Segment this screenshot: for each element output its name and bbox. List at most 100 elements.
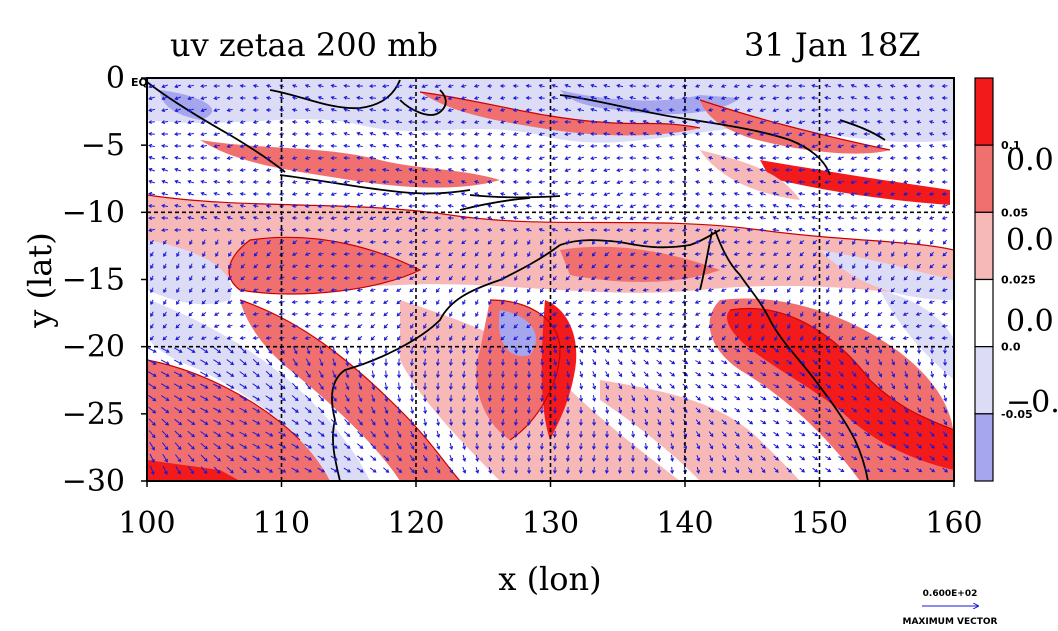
wind-vector: [435, 275, 441, 281]
wind-vector: [720, 84, 727, 88]
wind-vector: [837, 132, 844, 137]
wind-vector: [462, 442, 467, 450]
wind-vector: [291, 84, 298, 88]
wind-vector: [163, 275, 167, 282]
y-tick-label: −5: [81, 128, 125, 163]
wind-vector: [371, 346, 375, 355]
wind-vector: [578, 276, 584, 281]
wind-vector: [721, 312, 727, 317]
wind-vector: [488, 287, 492, 294]
wind-vector: [616, 336, 623, 340]
wind-vector: [642, 180, 649, 185]
wind-vector: [707, 276, 714, 280]
wind-vector: [655, 156, 662, 160]
wind-vector: [499, 108, 506, 112]
wind-vector: [930, 407, 935, 414]
wind-vector: [448, 263, 454, 269]
wind-vector: [916, 276, 922, 281]
wind-vector: [475, 323, 479, 330]
wind-vector: [539, 394, 544, 402]
wind-vector: [772, 132, 779, 137]
wind-vector: [656, 347, 663, 353]
wind-vector: [227, 288, 233, 293]
wind-vector: [629, 131, 636, 136]
wind-vector: [291, 300, 298, 304]
wind-vector: [759, 264, 766, 268]
wind-vector: [631, 418, 636, 426]
wind-vector: [642, 312, 649, 316]
wind-vector: [681, 312, 688, 316]
wind-vector: [773, 287, 778, 293]
wind-vector: [397, 406, 402, 415]
wind-vector: [603, 143, 610, 148]
wind-vector: [695, 407, 701, 413]
wind-vector: [499, 144, 506, 148]
wind-vector: [382, 216, 389, 221]
wind-vector: [643, 347, 650, 353]
wind-vector: [669, 383, 675, 389]
wind-vector: [928, 144, 935, 148]
wind-vector: [590, 119, 598, 124]
wind-vector: [565, 288, 571, 293]
wind-vector: [538, 336, 545, 340]
wind-vector: [552, 287, 558, 293]
wind-vector: [501, 287, 505, 294]
wind-vector: [397, 335, 401, 341]
wind-vector: [929, 204, 935, 208]
wind-vector: [291, 431, 300, 437]
wind-vector: [798, 203, 806, 208]
wind-vector: [812, 444, 819, 449]
wind-vector: [239, 395, 248, 401]
wind-vector: [800, 335, 804, 342]
wind-vector: [798, 179, 806, 184]
wind-vector: [838, 359, 844, 366]
wind-vector: [826, 287, 830, 294]
wind-vector: [383, 312, 389, 317]
wind-vector: [370, 324, 376, 329]
wind-vector: [343, 240, 350, 244]
wind-vector: [292, 358, 298, 367]
wind-vector: [670, 442, 675, 450]
wind-vector: [356, 204, 363, 209]
wind-vector: [357, 431, 364, 438]
wind-vector: [461, 370, 466, 379]
wind-vector: [449, 299, 453, 306]
wind-vector: [239, 96, 246, 100]
wind-vector: [292, 370, 299, 378]
wind-vector: [330, 132, 337, 136]
wind-vector: [475, 299, 479, 306]
wind-vector: [304, 96, 311, 100]
wind-vector: [709, 467, 714, 474]
wind-vector: [902, 168, 909, 172]
wind-vector: [761, 311, 765, 317]
wind-vector: [864, 324, 870, 329]
wind-vector: [787, 323, 791, 330]
wind-vector: [527, 275, 531, 282]
wind-vector: [526, 454, 531, 462]
wind-vector: [695, 419, 701, 426]
wind-vector: [449, 454, 454, 462]
wind-vector: [890, 455, 897, 461]
wind-vector: [877, 468, 884, 473]
wind-vector: [722, 455, 727, 462]
wind-vector: [733, 180, 740, 184]
wind-vector: [540, 370, 545, 378]
wind-vector: [591, 347, 597, 354]
wind-vector: [903, 455, 910, 461]
wind-vector: [252, 107, 259, 112]
wind-vector: [799, 383, 806, 389]
wind-vector: [928, 228, 935, 232]
wind-vector: [460, 84, 467, 88]
wind-vector: [864, 371, 870, 378]
wind-vector: [708, 144, 714, 148]
wind-vector: [876, 228, 883, 232]
colorbar-swatch: [974, 144, 994, 213]
wind-vector: [825, 395, 832, 401]
wind-vector: [226, 168, 233, 173]
wind-vector: [604, 359, 610, 366]
wind-vector: [644, 395, 649, 402]
wind-vector: [564, 324, 571, 328]
wind-vector: [890, 287, 896, 293]
wind-vector: [410, 418, 415, 427]
wind-vector: [721, 419, 727, 425]
